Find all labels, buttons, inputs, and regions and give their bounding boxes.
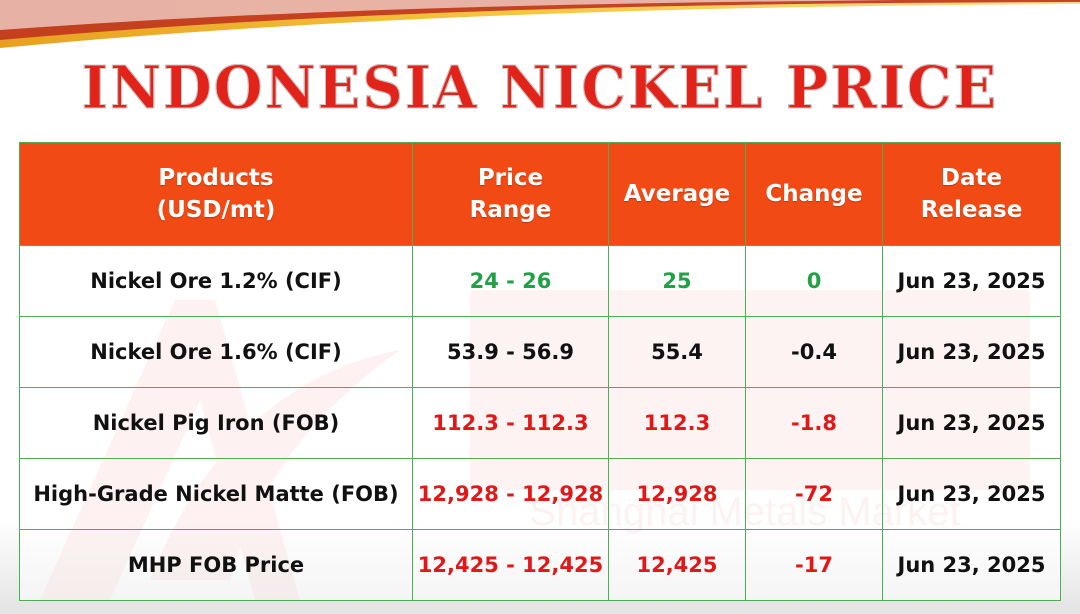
cell-date: Jun 23, 2025 xyxy=(882,387,1061,459)
header-price-range: Price Range xyxy=(412,142,609,246)
table-row: Nickel Pig Iron (FOB) 112.3 - 112.3 112.… xyxy=(19,387,1061,459)
table-row: MHP FOB Price 12,425 - 12,425 12,425 -17… xyxy=(19,529,1061,601)
table-row: High-Grade Nickel Matte (FOB) 12,928 - 1… xyxy=(19,458,1061,530)
cell-change: -17 xyxy=(745,529,883,601)
cell-change: -0.4 xyxy=(745,316,883,388)
cell-change: 0 xyxy=(745,245,883,317)
cell-change: -1.8 xyxy=(745,387,883,459)
cell-date: Jun 23, 2025 xyxy=(882,316,1061,388)
table-row: Nickel Ore 1.2% (CIF) 24 - 26 25 0 Jun 2… xyxy=(19,245,1061,317)
cell-price-range: 53.9 - 56.9 xyxy=(412,316,609,388)
header-change: Change xyxy=(745,142,883,246)
cell-product: MHP FOB Price xyxy=(19,529,413,601)
cell-price-range: 24 - 26 xyxy=(412,245,609,317)
cell-change: -72 xyxy=(745,458,883,530)
cell-average: 55.4 xyxy=(608,316,746,388)
cell-average: 25 xyxy=(608,245,746,317)
cell-product: Nickel Pig Iron (FOB) xyxy=(19,387,413,459)
header-average: Average xyxy=(608,142,746,246)
cell-average: 12,928 xyxy=(608,458,746,530)
table-header-row: Products (USD/mt) Price Range Average Ch… xyxy=(19,142,1061,246)
cell-date: Jun 23, 2025 xyxy=(882,458,1061,530)
table-row: Nickel Ore 1.6% (CIF) 53.9 - 56.9 55.4 -… xyxy=(19,316,1061,388)
cell-date: Jun 23, 2025 xyxy=(882,245,1061,317)
cell-average: 12,425 xyxy=(608,529,746,601)
price-index-table: Products (USD/mt) Price Range Average Ch… xyxy=(19,142,1061,601)
cell-price-range: 12,425 - 12,425 xyxy=(412,529,609,601)
top-decorative-stripe xyxy=(0,0,1080,60)
cell-product: Nickel Ore 1.2% (CIF) xyxy=(19,245,413,317)
cell-product: High-Grade Nickel Matte (FOB) xyxy=(19,458,413,530)
header-products: Products (USD/mt) xyxy=(19,142,413,246)
cell-price-range: 12,928 - 12,928 xyxy=(412,458,609,530)
cell-price-range: 112.3 - 112.3 xyxy=(412,387,609,459)
header-date-release: Date Release xyxy=(882,142,1061,246)
cell-product: Nickel Ore 1.6% (CIF) xyxy=(19,316,413,388)
cell-date: Jun 23, 2025 xyxy=(882,529,1061,601)
cell-average: 112.3 xyxy=(608,387,746,459)
page-title: INDONESIA NICKEL PRICE INDEX xyxy=(0,50,1080,207)
